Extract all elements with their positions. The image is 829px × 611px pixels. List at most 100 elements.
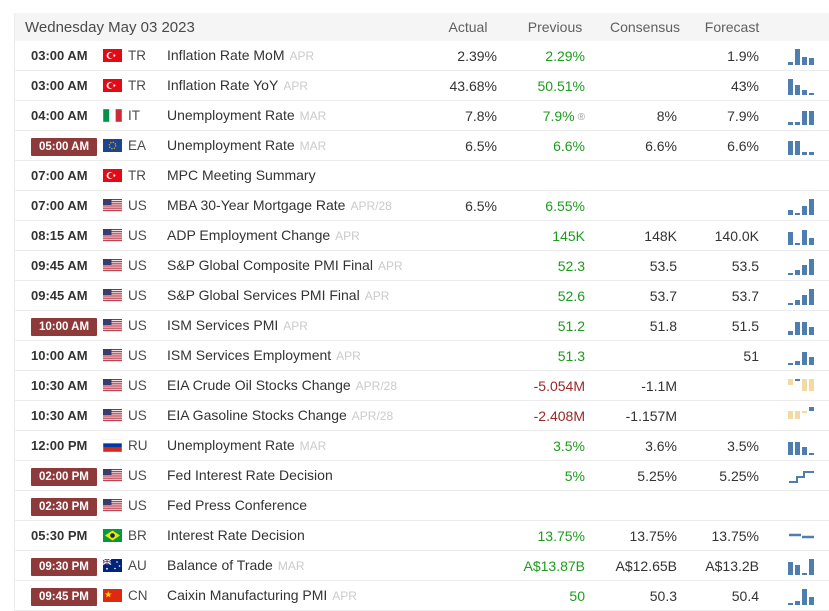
event-name[interactable]: MPC Meeting Summary	[167, 166, 316, 183]
sparkline-bar	[795, 600, 800, 605]
table-row[interactable]: 07:00 AM TR MPC Meeting Summary	[15, 161, 829, 191]
forecast-value: 5.25%	[719, 467, 759, 484]
event-time: 10:00 AM	[31, 347, 88, 363]
sparkline-bars-icon[interactable]	[788, 107, 814, 125]
table-row[interactable]: 10:00 AM US ISM Services Employment APR 51.3…	[15, 341, 829, 371]
forecast-value: 51	[743, 347, 759, 364]
event-name[interactable]: S&P Global Services PMI Final	[167, 286, 360, 303]
sparkline-bar	[795, 299, 800, 305]
sparkline-bars-icon[interactable]	[788, 317, 814, 335]
table-row[interactable]: 05:00 AM EA Unemployment Rate MAR 6.5% 6.6% 6.…	[15, 131, 829, 161]
forecast-value: 6.6%	[727, 137, 759, 154]
sparkline-bars-icon[interactable]	[788, 406, 814, 425]
event-period: APR	[364, 288, 390, 303]
event-name[interactable]: Unemployment Rate	[167, 436, 295, 453]
table-row[interactable]: 12:00 PM RU Unemployment Rate MAR 3.5% 3.6% 3.…	[15, 431, 829, 461]
country-code: US	[128, 258, 147, 273]
event-name[interactable]: Unemployment Rate	[167, 106, 295, 123]
event-time: 09:45 AM	[31, 257, 88, 273]
event-name[interactable]: Fed Press Conference	[167, 496, 308, 513]
table-row[interactable]: 09:45 AM US S&P Global Services PMI Final A…	[15, 281, 829, 311]
table-row[interactable]: 03:00 AM TR Inflation Rate MoM APR 2.39% 2.29…	[15, 41, 829, 71]
actual-value: 7.8%	[465, 107, 497, 124]
event-time: 07:00 AM	[31, 167, 88, 183]
previous-value: 52.6	[557, 287, 585, 304]
event-name[interactable]: MBA 30-Year Mortgage Rate	[167, 196, 346, 213]
sparkline-bar	[802, 110, 807, 125]
event-time: 09:45 AM	[31, 287, 88, 303]
event-name[interactable]: Interest Rate Decision	[167, 526, 305, 543]
table-row[interactable]: 05:30 PM BR Interest Rate Decision 13.75% 13…	[15, 521, 829, 551]
sparkline-bar	[802, 229, 807, 245]
event-name[interactable]: ISM Services Employment	[167, 346, 332, 363]
table-row[interactable]: 02:00 PM US Fed Interest Rate Decision 5% 5.…	[15, 461, 829, 491]
table-row[interactable]: 10:00 AM US ISM Services PMI APR 51.2 51.8 51.…	[15, 311, 829, 341]
consensus-value: 5.25%	[637, 467, 677, 484]
event-time-badge: 02:30 PM	[31, 497, 97, 516]
sparkline-bars-icon[interactable]	[788, 287, 814, 305]
calendar-header: Wednesday May 03 2023 Actual Previous Co…	[15, 13, 829, 41]
calendar-table: 03:00 AM TR Inflation Rate MoM APR 2.39% 2.29…	[15, 41, 829, 611]
country-code: US	[128, 348, 147, 363]
table-row[interactable]: 10:30 AM US EIA Crude Oil Stocks Change APR…	[15, 371, 829, 401]
consensus-value: 53.7	[649, 287, 677, 304]
actual-value: 6.5%	[465, 197, 497, 214]
event-name[interactable]: Balance of Trade	[167, 556, 273, 573]
flag-icon-us	[103, 409, 122, 422]
table-row[interactable]: 02:30 PM US Fed Press Conference	[15, 491, 829, 521]
event-name[interactable]: Caixin Manufacturing PMI	[167, 586, 328, 603]
sparkline-bars-icon[interactable]	[788, 557, 814, 575]
sparkline-bar	[802, 205, 807, 215]
table-row[interactable]: 10:30 AM US EIA Gasoline Stocks Change APR/…	[15, 401, 829, 431]
previous-value: 51.3	[557, 347, 585, 364]
consensus-value: 8%	[656, 107, 677, 124]
column-header-consensus: Consensus	[609, 19, 681, 35]
table-row[interactable]: 09:45 AM US S&P Global Composite PMI Final…	[15, 251, 829, 281]
sparkline-bar	[788, 330, 793, 335]
sparkline-bar	[788, 231, 793, 245]
event-time-badge: 09:30 PM	[31, 557, 97, 576]
sparkline-bars-icon[interactable]	[788, 587, 814, 605]
sparkline-bars-icon[interactable]	[788, 197, 814, 215]
flat-line-icon[interactable]	[788, 527, 814, 545]
table-row[interactable]: 03:00 AM TR Inflation Rate YoY APR 43.68% 50.…	[15, 71, 829, 101]
event-name[interactable]: EIA Crude Oil Stocks Change	[167, 376, 351, 393]
table-row[interactable]: 07:00 AM US MBA 30-Year Mortgage Rate APR/2…	[15, 191, 829, 221]
event-name[interactable]: ADP Employment Change	[167, 226, 331, 243]
event-name[interactable]: Unemployment Rate	[167, 136, 295, 153]
event-name[interactable]: Fed Interest Rate Decision	[167, 466, 333, 483]
actual-value: 43.68%	[449, 77, 497, 94]
event-name[interactable]: EIA Gasoline Stocks Change	[167, 406, 347, 423]
table-row[interactable]: 04:00 AM IT Unemployment Rate MAR 7.8% 7.9% ® 8…	[15, 101, 829, 131]
forecast-value: 43%	[730, 77, 759, 94]
sparkline-bars-icon[interactable]	[788, 77, 814, 95]
table-row[interactable]: 09:30 PM AU Balance of Trade MAR A$13.87B A$1…	[15, 551, 829, 581]
forecast-value: 1.9%	[727, 47, 759, 64]
forecast-value: 13.75%	[711, 527, 759, 544]
event-name[interactable]: ISM Services PMI	[167, 316, 279, 333]
sparkline-bars-icon[interactable]	[788, 347, 814, 365]
country-code: AU	[128, 558, 147, 573]
step-line-icon[interactable]	[788, 467, 814, 485]
sparkline-bars-icon[interactable]	[788, 377, 814, 395]
sparkline-bars-icon[interactable]	[788, 137, 814, 155]
event-period: MAR	[299, 438, 327, 453]
event-time: 08:15 AM	[31, 227, 88, 243]
sparkline-bars-icon[interactable]	[788, 257, 814, 275]
sparkline-bar	[809, 326, 814, 335]
flag-icon-us	[103, 349, 122, 362]
column-header-previous: Previous	[527, 19, 583, 35]
event-time-badge: 05:00 AM	[31, 137, 98, 156]
sparkline-bars-icon[interactable]	[788, 227, 814, 245]
country-code: CN	[128, 588, 148, 603]
flag-icon-us	[103, 289, 122, 302]
event-name[interactable]: S&P Global Composite PMI Final	[167, 256, 373, 273]
previous-value: -5.054M	[533, 377, 585, 394]
sparkline-bars-icon[interactable]	[788, 47, 814, 65]
table-row[interactable]: 09:45 PM ★ CN Caixin Manufacturing PMI APR 50…	[15, 581, 829, 611]
sparkline-bars-icon[interactable]	[788, 437, 814, 455]
event-name[interactable]: Inflation Rate MoM	[167, 46, 285, 63]
event-name[interactable]: Inflation Rate YoY	[167, 76, 279, 93]
table-row[interactable]: 08:15 AM US ADP Employment Change APR 145K 14…	[15, 221, 829, 251]
previous-value: 6.55%	[545, 197, 585, 214]
